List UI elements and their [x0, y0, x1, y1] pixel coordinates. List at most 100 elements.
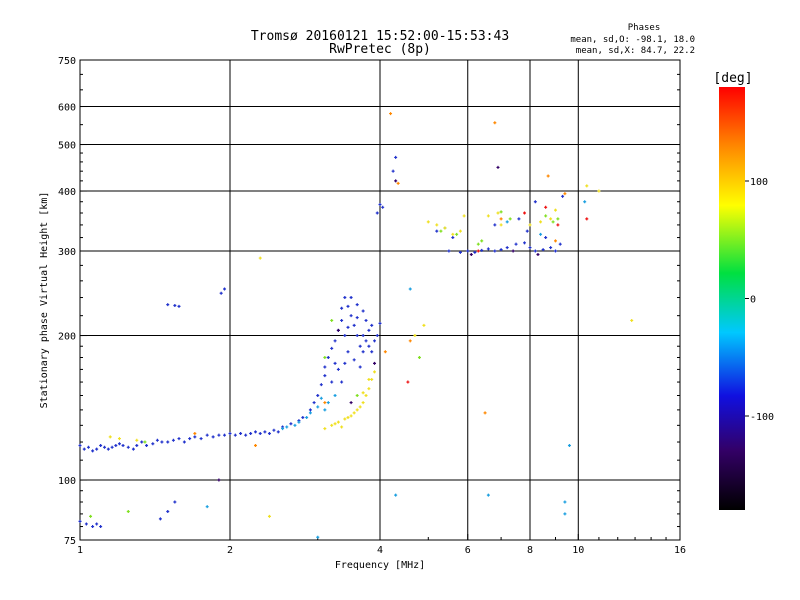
data-point — [349, 414, 353, 418]
data-point — [253, 444, 257, 448]
data-point — [171, 438, 175, 442]
data-point — [330, 346, 334, 350]
y-axis-label: Stationary phase Virtual Height [km] — [39, 192, 50, 409]
data-point — [323, 427, 327, 431]
data-point — [451, 236, 455, 240]
data-point — [563, 512, 567, 516]
data-point — [476, 242, 480, 246]
data-point — [417, 355, 421, 359]
colorbar-tick-label: -100 — [750, 412, 774, 423]
data-point — [117, 442, 121, 446]
data-point — [166, 303, 170, 307]
data-point — [108, 435, 112, 439]
data-point — [394, 179, 398, 183]
data-point — [413, 334, 417, 338]
data-point — [340, 318, 344, 322]
data-point — [355, 408, 359, 412]
data-point — [143, 440, 147, 444]
data-point — [308, 411, 312, 415]
data-point — [422, 323, 426, 327]
data-point — [556, 223, 560, 227]
data-point — [553, 239, 557, 243]
data-point — [289, 422, 293, 426]
data-point — [447, 249, 451, 253]
data-point — [340, 306, 344, 310]
data-point — [435, 223, 439, 227]
data-point — [99, 444, 103, 448]
data-point — [370, 323, 374, 327]
data-point — [346, 304, 350, 308]
data-point — [293, 423, 297, 427]
x-tick-label: 10 — [572, 545, 584, 556]
data-point — [272, 428, 276, 432]
data-point — [541, 248, 545, 252]
data-point — [330, 423, 334, 427]
x-tick-label: 16 — [674, 545, 686, 556]
data-point — [285, 425, 289, 429]
data-points — [78, 112, 634, 539]
data-point — [346, 325, 350, 329]
data-point — [343, 334, 347, 338]
chart-subtitle: RwPretec (8p) — [329, 42, 431, 57]
data-point — [525, 229, 529, 233]
data-point — [435, 229, 439, 233]
data-point — [263, 430, 267, 434]
data-point — [228, 432, 232, 436]
data-point — [373, 370, 377, 374]
data-point — [173, 303, 177, 307]
y-tick-label: 750 — [58, 56, 76, 67]
data-point — [553, 249, 557, 253]
data-point — [466, 249, 470, 253]
data-point — [443, 226, 447, 230]
data-point — [253, 430, 257, 434]
data-point — [78, 519, 82, 523]
data-point — [370, 350, 374, 354]
data-point — [110, 445, 114, 449]
data-point — [486, 214, 490, 218]
data-point — [486, 247, 490, 251]
y-tick-label: 75 — [64, 536, 76, 547]
data-point — [499, 223, 503, 227]
data-point — [82, 447, 86, 451]
data-point — [455, 232, 459, 236]
x-tick-label: 1 — [77, 545, 83, 556]
data-point — [370, 377, 374, 381]
data-point — [305, 415, 309, 419]
data-point — [91, 449, 95, 453]
data-point — [343, 417, 347, 421]
data-point — [106, 447, 110, 451]
y-axis-ticks: 75 100 200 300 400 500 600 750 — [58, 56, 680, 547]
data-point — [99, 525, 103, 529]
data-point — [367, 328, 371, 332]
data-point — [373, 339, 377, 343]
data-point — [355, 316, 359, 320]
data-point — [480, 248, 484, 252]
data-point — [544, 236, 548, 240]
data-point — [330, 380, 334, 384]
data-point — [358, 344, 362, 348]
data-point — [308, 408, 312, 412]
data-point — [511, 249, 515, 253]
data-point — [316, 405, 320, 409]
data-point — [378, 321, 382, 325]
data-point — [199, 437, 203, 441]
data-point — [349, 401, 353, 405]
data-point — [367, 344, 371, 348]
data-point — [86, 445, 90, 449]
data-point — [533, 249, 537, 253]
data-point — [343, 296, 347, 300]
data-point — [177, 437, 181, 441]
data-point — [336, 328, 340, 332]
data-point — [349, 296, 353, 300]
data-point — [458, 250, 462, 254]
data-point — [361, 350, 365, 354]
data-point — [458, 229, 462, 233]
data-point — [394, 493, 398, 497]
data-point — [539, 220, 543, 224]
data-point — [276, 430, 280, 434]
data-point — [193, 432, 197, 436]
data-point — [323, 408, 327, 412]
y-tick-label: 400 — [58, 187, 76, 198]
data-point — [330, 318, 334, 322]
data-point — [551, 220, 555, 224]
